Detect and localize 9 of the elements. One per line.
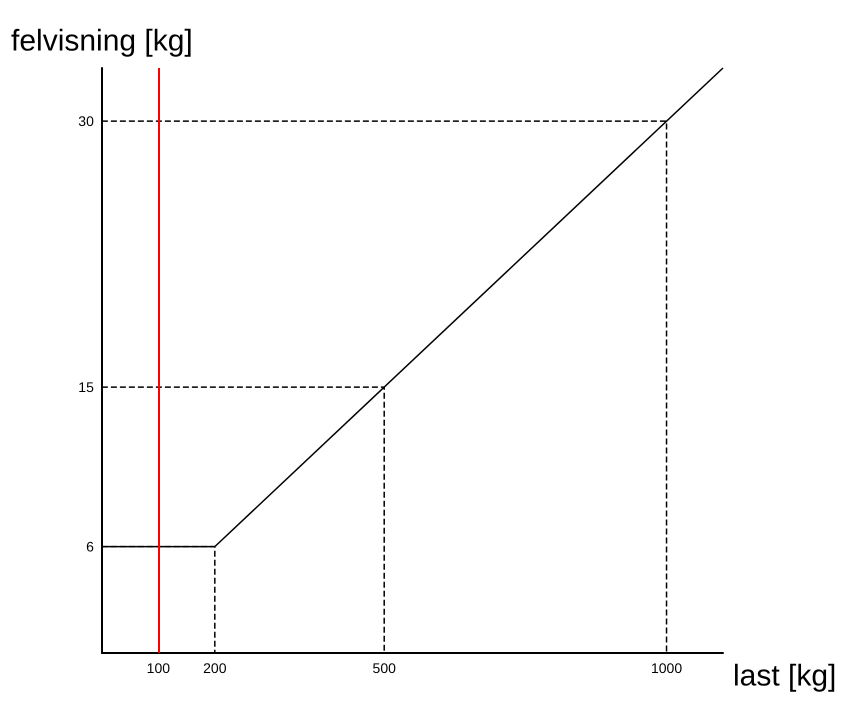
y-tick-label: 30 [78, 113, 94, 130]
y-tick-label: 15 [78, 379, 94, 396]
x-tick-label: 500 [372, 660, 396, 676]
x-axis-title: last [kg] [733, 660, 836, 692]
y-axis-title: felvisning [kg] [10, 24, 193, 58]
y-tick-label: 6 [86, 538, 94, 555]
x-tick-label: 100 [146, 660, 170, 676]
x-tick-label: 1000 [650, 660, 682, 676]
x-tick-label: 200 [203, 660, 227, 676]
